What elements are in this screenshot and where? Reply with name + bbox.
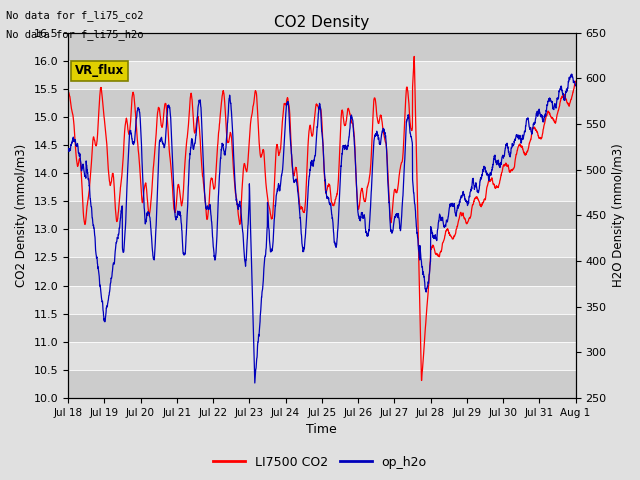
Text: No data for f_li75_co2: No data for f_li75_co2 [6,10,144,21]
X-axis label: Time: Time [307,423,337,436]
Bar [68,257,575,286]
Bar [68,33,575,60]
Y-axis label: H2O Density (mmol/m3): H2O Density (mmol/m3) [612,144,625,287]
Bar [68,145,575,173]
Bar [68,370,575,398]
Bar [68,201,575,229]
Bar [68,173,575,201]
Bar [68,89,575,117]
Y-axis label: CO2 Density (mmol/m3): CO2 Density (mmol/m3) [15,144,28,287]
Text: VR_flux: VR_flux [75,64,124,77]
Bar [68,313,575,342]
Legend: LI7500 CO2, op_h2o: LI7500 CO2, op_h2o [209,451,431,474]
Bar [68,286,575,313]
Title: CO2 Density: CO2 Density [274,15,369,30]
Bar [68,342,575,370]
Bar [68,60,575,89]
Bar [68,117,575,145]
Text: No data for f_li75_h2o: No data for f_li75_h2o [6,29,144,40]
Bar [68,229,575,257]
